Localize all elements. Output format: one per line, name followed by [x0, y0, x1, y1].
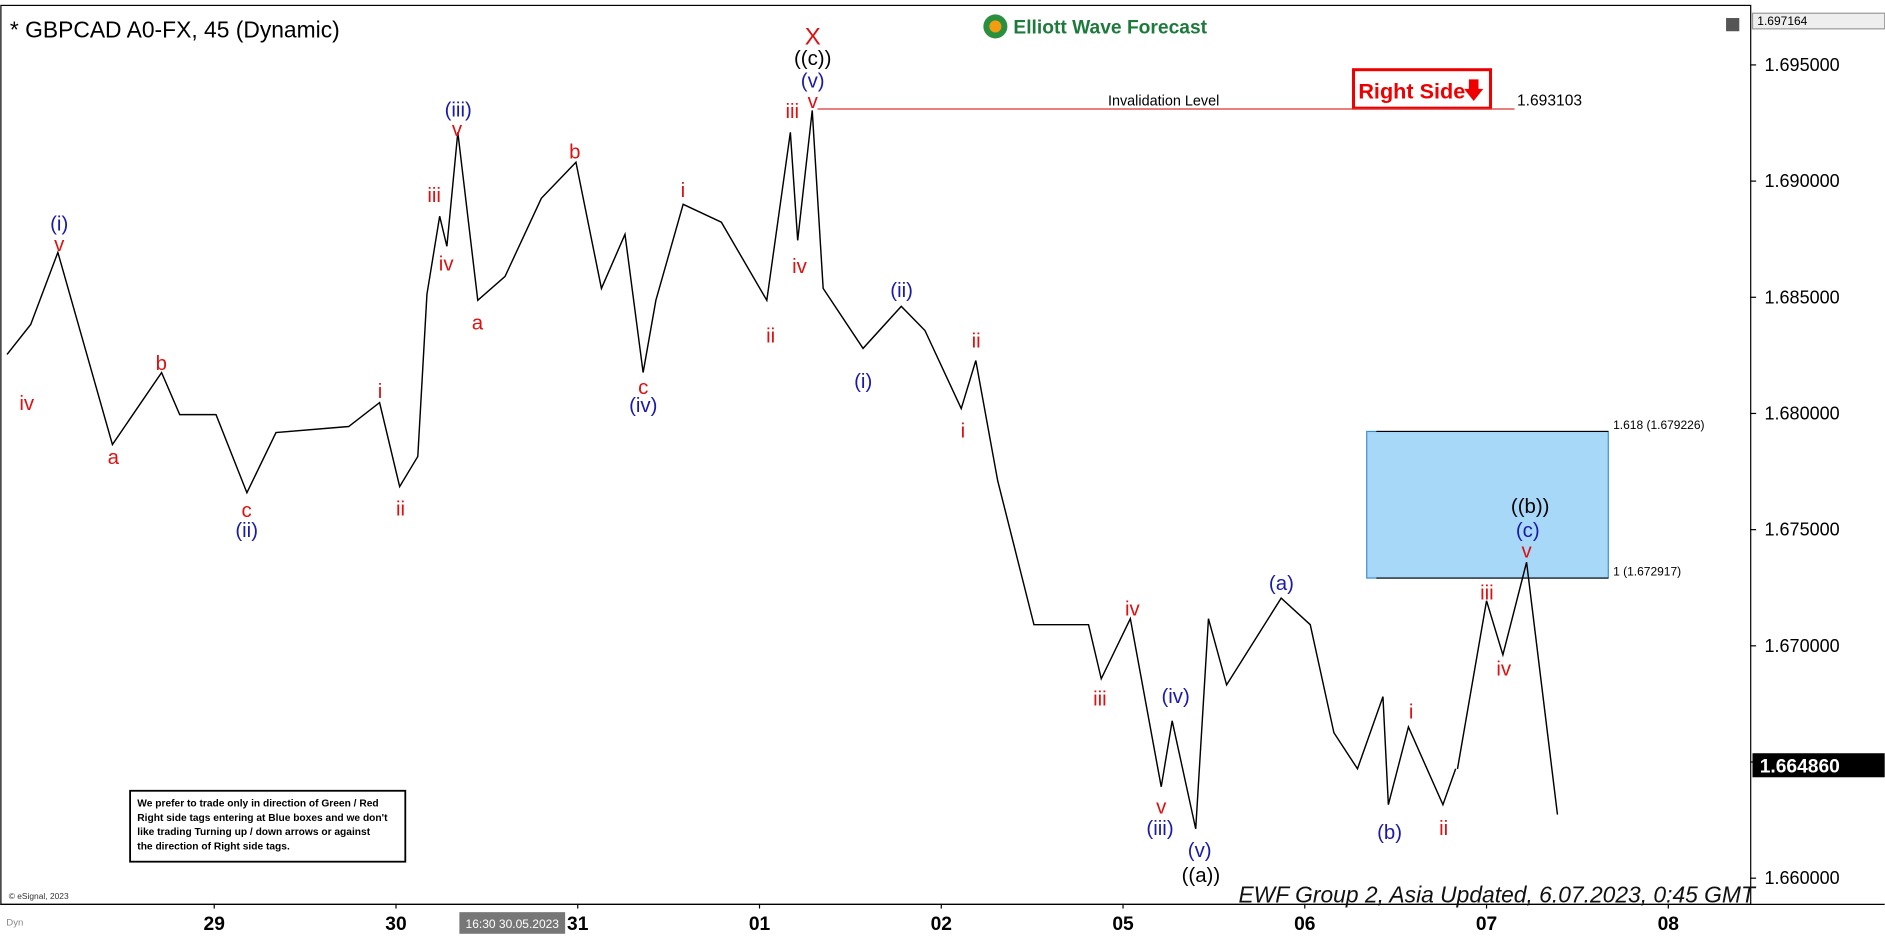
note-line: Right side tags entering at Blue boxes a…	[137, 813, 388, 824]
x-tick-label: 30	[385, 914, 406, 935]
target-box	[1366, 430, 1609, 579]
last-price-label: 1.664860	[1760, 756, 1840, 777]
y-tick-label: 1.675000	[1765, 520, 1840, 540]
wave-label: b	[569, 142, 580, 164]
note-line: like trading Turning up / down arrows or…	[137, 827, 370, 838]
wave-label: iv	[19, 393, 35, 415]
wave-label: ii	[972, 330, 981, 352]
wave-label: (ii)	[235, 520, 258, 542]
wave-label: v	[452, 119, 463, 141]
wave-label: iv	[1125, 598, 1141, 620]
window-icon	[1726, 18, 1740, 32]
right-side-text: Right Side	[1358, 79, 1465, 104]
wave-label: (ii)	[890, 280, 913, 302]
x-tick-label: 29	[204, 914, 225, 935]
wave-label: c	[242, 500, 252, 522]
wave-label: ii	[396, 499, 405, 521]
logo: Elliott Wave Forecast	[983, 14, 1208, 39]
x-tick-label: 07	[1476, 914, 1497, 935]
note-line: We prefer to trade only in direction of …	[137, 798, 378, 809]
x-tick-label: 31	[567, 914, 589, 935]
top-price: 1.697164	[1757, 14, 1807, 28]
wave-label: i	[681, 180, 686, 202]
x-tick-label: 01	[749, 914, 771, 935]
y-tick-label: 1.695000	[1765, 55, 1840, 75]
price-line	[6, 110, 1457, 830]
wave-label: (iii)	[445, 100, 472, 122]
logo-icon-inner	[989, 20, 1002, 33]
y-tick-label: 1.685000	[1765, 287, 1840, 307]
wave-label: c	[638, 377, 648, 399]
x-tick-label: 05	[1112, 914, 1134, 935]
corner-label: Dyn	[6, 917, 23, 928]
wave-label: iii	[1480, 583, 1494, 605]
last-price-box	[1752, 753, 1885, 778]
wave-label: ((a))	[1182, 865, 1221, 887]
wave-label: a	[108, 447, 120, 469]
wave-label: (iv)	[629, 395, 657, 417]
wave-label: v	[808, 91, 819, 113]
wave-label: i	[961, 420, 966, 442]
footer: EWF Group 2, Asia Updated, 6.07.2023, 0:…	[1238, 882, 1756, 908]
wave-label: (i)	[50, 214, 68, 236]
wave-label: v	[1156, 797, 1167, 819]
invalidation-label: Invalidation Level	[1108, 93, 1219, 109]
wave-label: (b)	[1377, 822, 1402, 844]
note-box	[129, 789, 407, 863]
logo-text: Elliott Wave Forecast	[1013, 18, 1207, 39]
wave-label: (i)	[854, 371, 872, 393]
wave-label: iii	[785, 101, 799, 123]
wave-label: (c)	[1516, 520, 1540, 542]
wave-label: iii	[427, 185, 441, 207]
wave-label: (iii)	[1146, 818, 1173, 840]
wave-label: i	[1409, 702, 1414, 724]
wave-label: iv	[792, 256, 808, 278]
cursor-time-box	[459, 912, 566, 934]
wave-label: a	[472, 312, 484, 334]
wave-label: v	[1521, 541, 1532, 563]
price-line	[1456, 562, 1559, 815]
x-tick-label: 06	[1294, 914, 1315, 935]
wave-label: iv	[1496, 658, 1512, 680]
wave-label: ii	[1439, 818, 1448, 840]
wave-label: b	[156, 353, 167, 375]
note-line: the direction of Right side tags.	[137, 842, 290, 853]
x-tick-label: 02	[931, 914, 952, 935]
y-tick-label: 1.680000	[1765, 403, 1840, 423]
y-tick-label: 1.670000	[1765, 636, 1840, 656]
wave-label: (v)	[801, 71, 825, 93]
copyright: © eSignal, 2023	[9, 891, 69, 901]
box-label: 1.618 (1.679226)	[1613, 418, 1704, 432]
box-label: 1 (1.672917)	[1613, 565, 1681, 579]
wave-label: ii	[766, 326, 775, 348]
wave-label: iv	[439, 253, 455, 275]
wave-label: i	[378, 381, 383, 403]
wave-label: X	[805, 23, 821, 50]
down-arrow	[1464, 79, 1484, 101]
wave-label: v	[54, 234, 65, 256]
wave-label: (v)	[1188, 840, 1212, 862]
x-tick-label: 08	[1658, 914, 1680, 935]
wave-label: (a)	[1269, 573, 1294, 595]
wave-label: ((c))	[794, 48, 831, 70]
cursor-time: 16:30 30.05.2023	[466, 917, 560, 931]
y-tick-label: 1.690000	[1765, 171, 1840, 191]
wave-label: (iv)	[1161, 686, 1189, 708]
invalidation-value: 1.693103	[1517, 92, 1582, 109]
y-tick-label: 1.660000	[1765, 868, 1840, 888]
wave-label: iii	[1093, 688, 1107, 710]
wave-label: ((b))	[1511, 496, 1550, 518]
chart-title: * GBPCAD A0-FX, 45 (Dynamic)	[10, 16, 340, 42]
